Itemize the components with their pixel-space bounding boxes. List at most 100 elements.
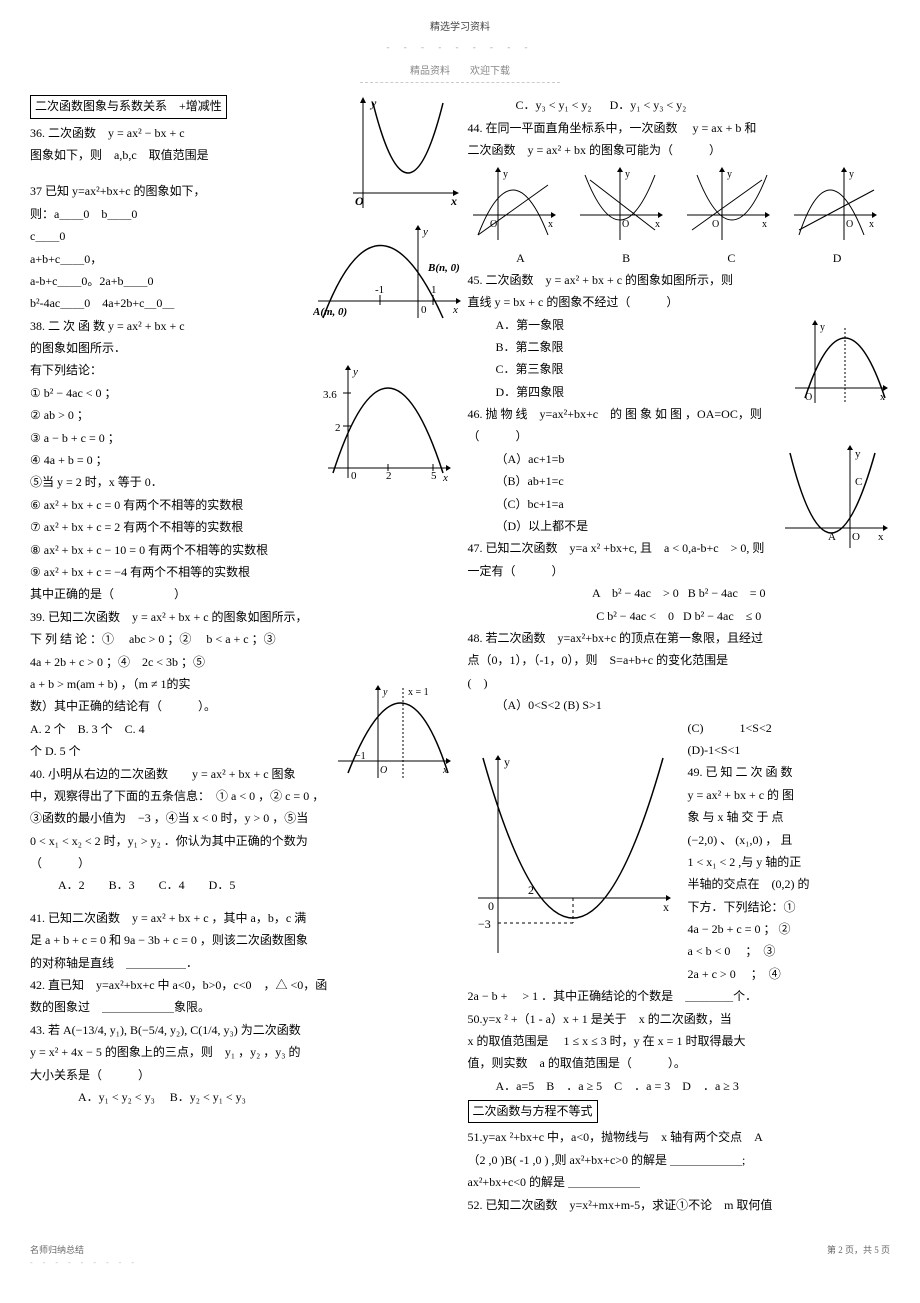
doc-header-line: 精品资料 欢迎下载 [360,64,560,83]
svg-text:O: O [712,219,719,230]
q40-l3: ③函数的最小值为 −3 ，④当 x < 0 时，y > 0 ，⑤当 [30,808,453,828]
q41-l2: 足 a + b + c = 0 和 9a − 3b + c = 0 ，则该二次函… [30,930,453,950]
q39-l3: 4a + 2b + c > 0 ；④ 2c < 3b ；⑤ [30,652,453,672]
q47-opts-cd: C b² − 4ac < 0 D b² − 4ac ≤ 0 [468,606,891,626]
svg-text:y: y [820,322,825,333]
q49-l3: 象 与 x 轴 交 于 点 [688,807,891,827]
svg-text:−3: −3 [478,917,491,931]
svg-text:O: O [852,531,860,543]
q44-graph-b: Oxy [575,165,676,245]
graph-q38: 3.6 2 0 2 5 y x [313,363,453,483]
svg-text:y: y [727,169,732,180]
svg-text:3.6: 3.6 [323,389,337,401]
q44-graph-a: Oxy [468,165,569,245]
q48-l2: 点（0，1），（-1，0），则 S=a+b+c 的变化范围是 [468,650,891,670]
q48-l1: 48. 若二次函数 y=ax²+bx+c 的顶点在第一象限，且经过 [468,628,891,648]
q52-l1: 52. 已知二次函数 y=x²+mx+m-5，求证①不论 m 取何值 [468,1195,891,1215]
q41-l3: 的对称轴是直线 ＿＿＿＿＿． [30,953,453,973]
svg-text:0: 0 [351,470,357,482]
q43-opts-ab: A．y₁ < y₂ < y₃ B．y₂ < y₁ < y₃ [30,1087,453,1107]
svg-text:x: x [762,219,767,230]
svg-text:O: O [622,219,629,230]
svg-text:x: x [442,765,448,776]
graph-q37: -1 1 0 A(m, 0) B(n, 0) y x [313,223,463,323]
q39-l2: 下 列 结 论 ：① abc > 0 ；② b < a + c ；③ [30,629,453,649]
svg-text:2: 2 [528,883,534,897]
hdr-left: 精品资料 [410,66,450,77]
doc-header-top: 精选学习资料 [30,20,890,36]
svg-text:x = 1: x = 1 [408,687,429,698]
svg-text:x: x [663,900,669,914]
q44-label-b: B [622,249,630,268]
hdr-right: 欢迎下载 [470,66,510,77]
svg-text:0: 0 [421,304,427,316]
q51-l1: 51.y=ax ²+bx+c 中，a<0，抛物线与 x 轴有两个交点 A [468,1127,891,1147]
q40-l2: 中，观察得出了下面的五条信息： ① a < 0 ，② c = 0 ， [30,786,453,806]
q45-l2: 直线 y = bx + c 的图象不经过（ ） [468,292,891,312]
svg-text:C: C [855,476,862,488]
q38-c9: ⑨ ax² + bx + c = −4 有两个不相等的实数根 [30,562,453,582]
q40-l5: （ ） [30,853,453,873]
q48-oD: (D)-1<S<1 [688,740,891,760]
svg-text:5: 5 [431,470,437,482]
graph-q39: −1 O x = 1 y x [333,683,453,783]
graph-q36: O y x [343,93,463,213]
svg-text:O: O [355,194,364,208]
svg-text:O: O [490,219,497,230]
svg-text:y: y [382,687,388,698]
q44-label-c: C [727,249,735,268]
graph-q46: C A O x y [780,443,890,553]
svg-text:y: y [369,96,377,110]
right-column: C．y₃ < y₁ < y₂ D．y₁ < y₃ < y₂ 44. 在同一平面直… [468,93,891,1217]
svg-text:B(n, 0): B(n, 0) [427,262,460,274]
svg-text:O: O [846,219,853,230]
graph-q45: Ox y [790,318,890,408]
q50-l4: A．a=5 B ．a ≥ 5 C ．a = 3 D ．a ≥ 3 [468,1076,891,1096]
section-title-1: 二次函数图象与系数关系 +增减性 [30,95,227,118]
q44-label-a: A [516,249,525,268]
q40-l6: A．2 B．3 C．4 D．5 [30,875,453,895]
q38-l4: 其中正确的是（ ） [30,584,453,604]
svg-text:-1: -1 [375,284,384,296]
q44-l2: 二次函数 y = ax² + bx 的图象可能为（ ） [468,140,891,160]
q42-l2: 数的图象过 ＿＿＿＿＿＿象限。 [30,997,453,1017]
q50-l1: 50.y=x ² +（1 - a）x + 1 是关于 x 的二次函数，当 [468,1009,891,1029]
svg-text:O: O [380,765,387,776]
section-title-2: 二次函数与方程不等式 [468,1100,598,1123]
q49-l11: 2a − b + > 1 ．其中正确结论的个数是 ＿＿＿＿个． [468,986,891,1006]
svg-text:1: 1 [431,284,437,296]
svg-text:y: y [625,169,630,180]
svg-text:A: A [828,531,836,543]
q49-l6: 半轴的交点在 (0,2) 的 [688,874,891,894]
svg-text:x: x [548,219,553,230]
q38-c7: ⑦ ax² + bx + c = 2 有两个不相等的实数根 [30,517,453,537]
page-footer: 名师归纳总结 - - - - - - - - - 第 2 页，共 5 页 [0,1237,920,1276]
q49-l1: 49. 已 知 二 次 函 数 [688,762,891,782]
svg-text:y: y [849,169,854,180]
q43-opts-cd: C．y₃ < y₁ < y₂ D．y₁ < y₃ < y₂ [468,95,891,115]
q50-l3: 值，则实数 a 的取值范围是（ ）。 [468,1053,891,1073]
q38-l2: 的图象如图所示． [30,338,453,358]
q44-labels: A B C D [468,249,891,268]
q41-l1: 41. 已知二次函数 y = ax² + bx + c ，其中 a，b，c 满 [30,908,453,928]
svg-text:y: y [855,448,861,460]
q44-label-d: D [833,249,842,268]
q39-l1: 39. 已知二次函数 y = ax² + bx + c 的图象如图所示， [30,607,453,627]
svg-text:y: y [352,366,358,378]
svg-text:O: O [805,392,812,403]
footer-left-sub: - - - - - - - - - [30,1257,138,1270]
svg-text:x: x [878,531,884,543]
q49-l7: 下方．下列结论：① [688,897,891,917]
q49-l10: 2a + c > 0 ； ④ [688,964,891,984]
q44-graph-d: Oxy [789,165,890,245]
footer-right: 第 2 页，共 5 页 [827,1243,890,1270]
q44-l1: 44. 在同一平面直角坐标系中，一次函数 y = ax + b 和 [468,118,891,138]
svg-text:2: 2 [335,422,341,434]
svg-text:x: x [880,392,885,403]
q49-l8: 4a − 2b + c = 0 ； ② [688,919,891,939]
svg-text:A(m, 0): A(m, 0) [313,306,347,318]
q49-l5: 1 < x₁ < 2 ,与 y 轴的正 [688,852,891,872]
q48-oC: (C) 1<S<2 [688,718,891,738]
q51-l3: ax²+bx+c<0 的解是 ＿＿＿＿＿＿ [468,1172,891,1192]
q47-l2: 一定有（ ） [468,561,891,581]
